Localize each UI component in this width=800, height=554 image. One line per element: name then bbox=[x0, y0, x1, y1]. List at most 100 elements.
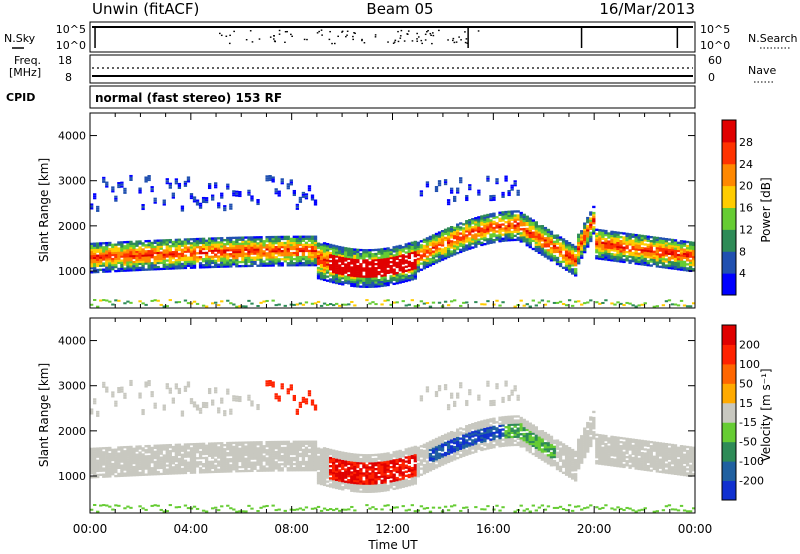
velocity-cell bbox=[162, 456, 166, 459]
velocity-cell bbox=[371, 460, 375, 463]
power-cell bbox=[459, 240, 463, 243]
power-cell bbox=[232, 303, 236, 306]
power-cell bbox=[634, 250, 638, 253]
power-cell bbox=[495, 216, 499, 219]
power-cell bbox=[220, 245, 224, 248]
power-cell bbox=[540, 225, 545, 228]
power-cell bbox=[332, 246, 336, 249]
velocity-cell bbox=[286, 388, 290, 391]
velocity-cell bbox=[120, 468, 124, 471]
power-cell bbox=[332, 304, 336, 307]
power-cell bbox=[347, 247, 351, 250]
power-cell bbox=[371, 257, 375, 260]
power-cell bbox=[168, 253, 172, 256]
power-cell bbox=[347, 274, 351, 277]
power-cell bbox=[583, 244, 587, 248]
velocity-cell bbox=[292, 462, 296, 466]
power-cell bbox=[220, 249, 224, 252]
power-cell bbox=[186, 302, 191, 305]
noise-point bbox=[374, 34, 377, 36]
power-cell bbox=[676, 241, 681, 244]
velocity-cell bbox=[374, 463, 378, 467]
velocity-cell bbox=[356, 486, 360, 489]
power-cell bbox=[144, 180, 148, 183]
power-cell bbox=[114, 245, 118, 248]
velocity-cell bbox=[313, 468, 318, 472]
velocity-cell bbox=[141, 471, 145, 474]
power-cell bbox=[292, 251, 296, 255]
power-cell bbox=[262, 242, 266, 245]
power-cell bbox=[156, 251, 160, 255]
power-cell bbox=[377, 252, 381, 255]
power-cell bbox=[395, 275, 399, 279]
power-cell bbox=[546, 228, 551, 232]
velocity-cell bbox=[359, 470, 363, 473]
velocity-cell bbox=[313, 440, 318, 443]
power-cell bbox=[374, 252, 378, 256]
velocity-cell bbox=[277, 452, 281, 456]
power-cell bbox=[658, 253, 663, 256]
velocity-cell bbox=[377, 488, 381, 491]
power-cell bbox=[443, 248, 448, 252]
power-cell bbox=[229, 248, 233, 252]
power-cell bbox=[226, 247, 230, 250]
power-cell bbox=[259, 258, 263, 261]
velocity-cell bbox=[165, 383, 169, 386]
power-cell bbox=[685, 259, 690, 262]
power-cell bbox=[401, 246, 405, 249]
power-cell bbox=[446, 249, 451, 252]
power-cell bbox=[368, 263, 372, 266]
power-cell bbox=[353, 266, 357, 270]
velocity-cell bbox=[189, 463, 194, 466]
velocity-cell bbox=[371, 484, 375, 487]
power-cell bbox=[613, 257, 617, 260]
power-cell bbox=[586, 225, 590, 228]
power-cell bbox=[555, 256, 560, 260]
power-cell bbox=[371, 255, 375, 258]
power-cell bbox=[247, 248, 251, 251]
power-cell bbox=[147, 264, 151, 267]
velocity-cell bbox=[211, 470, 215, 474]
power-cell bbox=[604, 258, 608, 261]
velocity-cell bbox=[371, 480, 375, 483]
noise-point bbox=[416, 40, 419, 42]
power-cell bbox=[341, 254, 345, 258]
velocity-cell bbox=[332, 480, 336, 483]
velocity-cell bbox=[241, 449, 245, 452]
noise-point bbox=[426, 31, 428, 33]
velocity-cell bbox=[168, 454, 172, 457]
velocity-cell bbox=[102, 504, 106, 507]
power-cell bbox=[525, 227, 529, 231]
power-cell bbox=[250, 199, 254, 202]
velocity-cell bbox=[328, 473, 333, 476]
power-cell bbox=[168, 263, 172, 266]
velocity-cell bbox=[168, 460, 172, 463]
velocity-cell bbox=[268, 451, 272, 454]
velocity-cell bbox=[350, 457, 354, 460]
velocity-cell bbox=[186, 469, 191, 472]
power-cell bbox=[453, 232, 457, 236]
power-cell bbox=[679, 299, 684, 302]
power-cell bbox=[168, 182, 172, 185]
velocity-cell bbox=[277, 444, 281, 448]
power-cell bbox=[256, 258, 260, 261]
velocity-cell bbox=[247, 461, 251, 464]
velocity-cell bbox=[144, 473, 148, 476]
velocity-cell bbox=[344, 486, 348, 489]
power-cell bbox=[413, 259, 417, 262]
power-cell bbox=[434, 236, 439, 240]
power-cell bbox=[229, 255, 233, 258]
velocity-cell bbox=[177, 459, 182, 463]
velocity-cell bbox=[198, 456, 203, 460]
power-cell bbox=[162, 241, 166, 244]
power-cell bbox=[383, 261, 387, 265]
power-cell bbox=[192, 244, 197, 247]
power-cell bbox=[522, 234, 526, 237]
velocity-cell bbox=[286, 448, 290, 452]
power-cell bbox=[207, 243, 212, 246]
power-cell bbox=[419, 262, 424, 265]
power-cell bbox=[292, 264, 296, 267]
power-cell bbox=[220, 263, 224, 266]
power-cell bbox=[658, 241, 663, 244]
